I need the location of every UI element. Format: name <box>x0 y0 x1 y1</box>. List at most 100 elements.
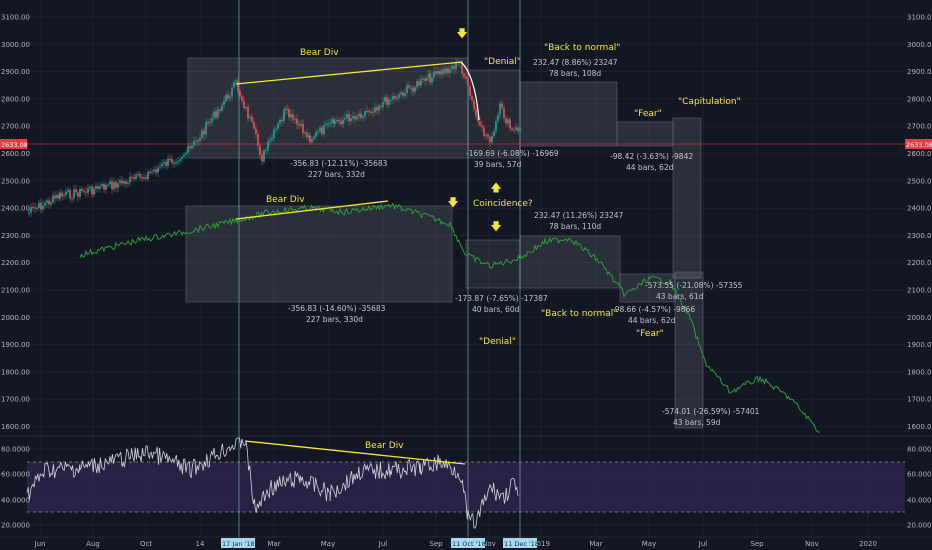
rsi-label: 80.0000 <box>907 446 932 454</box>
price-label: 2600.00 <box>1 150 30 158</box>
candle-body <box>319 127 321 132</box>
candle-body <box>155 169 157 173</box>
candle-body <box>28 212 30 214</box>
measure-bars: 43 bars, 59d <box>673 418 721 427</box>
measure-bars: 227 bars, 332d <box>308 170 365 179</box>
candle-body <box>227 94 229 99</box>
time-axis[interactable]: Jun Aug Oct 14 Mar May Jul Sep Nov 2019 Mar May Jul S… <box>34 540 877 548</box>
candle-body <box>445 68 447 74</box>
rsi-axis-left[interactable]: 80.0000 60.0000 40.0000 20.0000 <box>1 446 30 530</box>
candle-body <box>461 62 463 74</box>
candle-body <box>91 186 93 195</box>
rsi-label: 80.0000 <box>1 446 30 454</box>
price-label: 2100.00 <box>907 287 932 295</box>
candle-body <box>412 87 414 92</box>
candle-body <box>213 111 215 118</box>
candle-body <box>390 99 392 101</box>
bear-div-label: Bear Div <box>365 441 404 451</box>
rsi-axis-right[interactable]: 80.0000 60.0000 40.0000 20.0000 <box>907 446 932 530</box>
candle-body <box>89 186 91 189</box>
svg-text:🡇: 🡇 <box>490 220 501 233</box>
bear-div-trendline-rsi[interactable] <box>244 440 466 465</box>
measure-box[interactable] <box>519 81 618 147</box>
candle-body <box>257 134 259 146</box>
candle-body <box>358 113 360 117</box>
candle-body <box>277 123 279 129</box>
coincidence-label: Coincidence? <box>473 199 533 209</box>
candle-body <box>483 127 485 136</box>
measure-box[interactable] <box>619 273 676 303</box>
candle-body <box>171 158 173 163</box>
candle-body <box>354 115 356 120</box>
candle-body <box>36 207 38 210</box>
candle-body <box>235 80 237 83</box>
measure-box[interactable] <box>185 205 453 303</box>
candle-body <box>269 139 271 142</box>
price-label: 2900.00 <box>907 68 932 76</box>
rsi-label: 40.0000 <box>907 497 932 505</box>
measure-box[interactable] <box>672 117 702 279</box>
measure-box[interactable] <box>674 271 704 429</box>
bear-div-trendline-top[interactable] <box>235 61 463 85</box>
measure-box[interactable] <box>519 235 621 289</box>
date-badge-text: 11 Oct '18 <box>452 540 486 548</box>
price-label: 1600.00 <box>1 423 30 431</box>
fear-label: "Fear" <box>636 329 664 339</box>
price-label: 3000.00 <box>1 41 30 49</box>
candle-body <box>380 105 382 108</box>
measure-boxes <box>185 57 704 429</box>
measure-box[interactable] <box>616 121 674 147</box>
measure-box[interactable] <box>465 239 521 289</box>
candle-body <box>32 207 34 209</box>
price-axis-right[interactable]: 3100.00 3000.00 2900.00 2800.00 2700.00 2600.… <box>907 14 932 432</box>
drop-curve[interactable] <box>460 61 480 121</box>
candle-body <box>517 127 519 132</box>
candle-body <box>352 115 354 119</box>
candle-body <box>313 136 315 139</box>
candle-body <box>267 141 269 150</box>
candle-body <box>77 192 79 197</box>
candle-body <box>388 99 390 105</box>
measure-value: -574.01 (-26.59%) -57401 <box>662 407 760 416</box>
candle-body <box>71 198 73 200</box>
candle-body <box>189 146 191 149</box>
time-label: May <box>321 540 335 548</box>
price-label: 2100.00 <box>1 287 30 295</box>
candle-body <box>463 73 465 77</box>
candle-body <box>273 129 275 138</box>
candle-body <box>370 111 372 113</box>
measure-box[interactable] <box>187 57 469 159</box>
candle-body <box>117 183 119 188</box>
price-label: 1600.00 <box>907 423 932 431</box>
candle-body <box>133 177 135 180</box>
date-badge-text: 17 Jan '18 <box>222 540 254 548</box>
candle-body <box>195 140 197 142</box>
candle-body <box>187 146 189 153</box>
candle-body <box>437 70 439 74</box>
candle-body <box>304 132 306 134</box>
candle-body <box>159 166 161 168</box>
price-axis-left[interactable]: 3100.00 3000.00 2900.00 2800.00 2700.00 2600.… <box>1 14 30 432</box>
candle-body <box>103 184 105 190</box>
bear-div-label: Bear Div <box>300 48 339 58</box>
candle-body <box>509 119 511 129</box>
candle-body <box>402 92 404 96</box>
candle-body <box>325 123 327 125</box>
candle-body <box>203 130 205 135</box>
candle-body <box>42 205 44 210</box>
back-to-normal-label: "Back to normal" <box>541 309 617 319</box>
candle-body <box>163 161 165 164</box>
time-label: 2020 <box>859 540 877 548</box>
measure-value: 232.47 (11.26%) 23247 <box>534 211 624 220</box>
bear-div-trendline-mid[interactable] <box>235 200 389 220</box>
candle-body <box>479 121 481 126</box>
price-tag-right-text: 2633.08 <box>906 141 932 149</box>
measure-value: -98.66 (-4.57%) -9866 <box>612 305 695 314</box>
candle-body <box>161 163 163 167</box>
candle-body <box>211 117 213 123</box>
rsi-line <box>26 437 519 529</box>
candle-body <box>229 96 231 99</box>
candle-body <box>201 130 203 139</box>
price-label: 2900.00 <box>1 68 30 76</box>
